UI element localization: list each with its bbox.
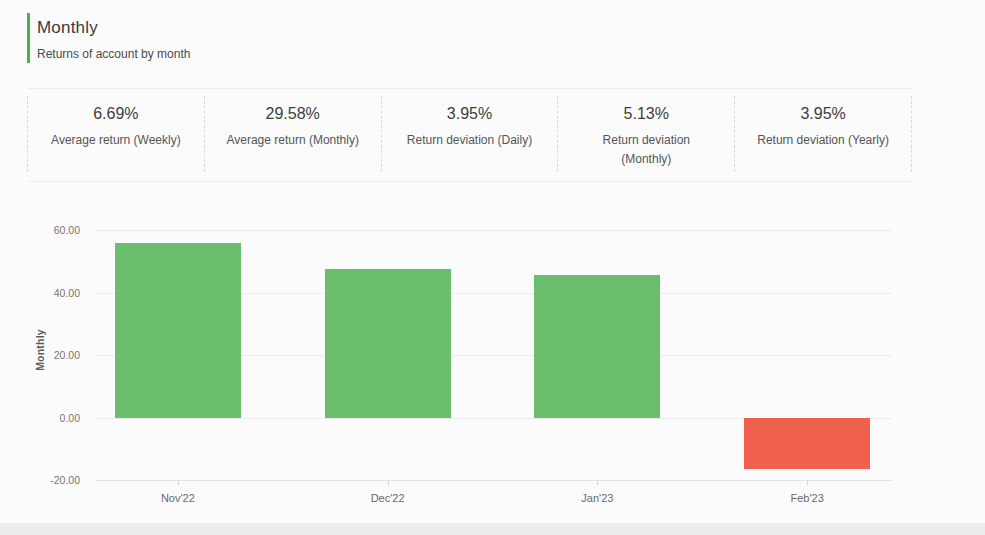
stat-return-deviation-monthly: 5.13% Return deviation (Monthly) bbox=[557, 96, 734, 172]
bar-feb23[interactable] bbox=[744, 418, 870, 470]
gridline-60.00 bbox=[95, 230, 892, 231]
x-tick bbox=[807, 480, 808, 485]
stat-value: 29.58% bbox=[205, 105, 381, 123]
stat-label: Return deviation (Monthly) bbox=[558, 131, 734, 168]
stat-value: 5.13% bbox=[558, 105, 734, 123]
y-tick-label: 40.00 bbox=[30, 287, 80, 299]
panel-header: Monthly Returns of account by month bbox=[27, 13, 190, 63]
y-tick-label: 20.00 bbox=[30, 349, 80, 361]
gridline--20.00 bbox=[95, 480, 892, 481]
stats-row: 6.69% Average return (Weekly) 29.58% Ave… bbox=[27, 96, 912, 172]
stat-label: Average return (Monthly) bbox=[205, 131, 381, 150]
stat-return-deviation-daily: 3.95% Return deviation (Daily) bbox=[381, 96, 558, 172]
bar-nov22[interactable] bbox=[115, 243, 241, 418]
page-subtitle: Returns of account by month bbox=[37, 47, 190, 61]
x-tick-label: Feb'23 bbox=[747, 492, 867, 504]
header-accent-bar bbox=[27, 13, 30, 63]
monthly-returns-panel: Monthly Returns of account by month 6.69… bbox=[0, 0, 985, 535]
stat-value: 3.95% bbox=[735, 105, 911, 123]
bar-dec22[interactable] bbox=[325, 269, 451, 417]
x-tick-label: Jan'23 bbox=[537, 492, 657, 504]
y-tick-label: -20.00 bbox=[30, 474, 80, 486]
divider-top bbox=[27, 88, 912, 89]
divider-bottom bbox=[27, 181, 912, 182]
y-tick-label: 0.00 bbox=[30, 412, 80, 424]
x-tick bbox=[178, 480, 179, 485]
stat-value: 3.95% bbox=[382, 105, 558, 123]
stat-label: Return deviation (Yearly) bbox=[735, 131, 911, 150]
stat-return-deviation-yearly: 3.95% Return deviation (Yearly) bbox=[734, 96, 911, 172]
stat-average-return-monthly: 29.58% Average return (Monthly) bbox=[204, 96, 381, 172]
page-title: Monthly bbox=[37, 18, 190, 38]
y-tick-label: 60.00 bbox=[30, 224, 80, 236]
x-tick bbox=[597, 480, 598, 485]
x-tick bbox=[388, 480, 389, 485]
stat-average-return-weekly: 6.69% Average return (Weekly) bbox=[27, 96, 204, 172]
stat-value: 6.69% bbox=[28, 105, 204, 123]
bottom-scroll-area bbox=[0, 523, 985, 535]
header-titles: Monthly Returns of account by month bbox=[37, 13, 190, 63]
bar-jan23[interactable] bbox=[534, 275, 660, 418]
x-tick-label: Dec'22 bbox=[328, 492, 448, 504]
stat-label: Return deviation (Daily) bbox=[382, 131, 558, 150]
x-tick-label: Nov'22 bbox=[118, 492, 238, 504]
stat-label: Average return (Weekly) bbox=[28, 131, 204, 150]
